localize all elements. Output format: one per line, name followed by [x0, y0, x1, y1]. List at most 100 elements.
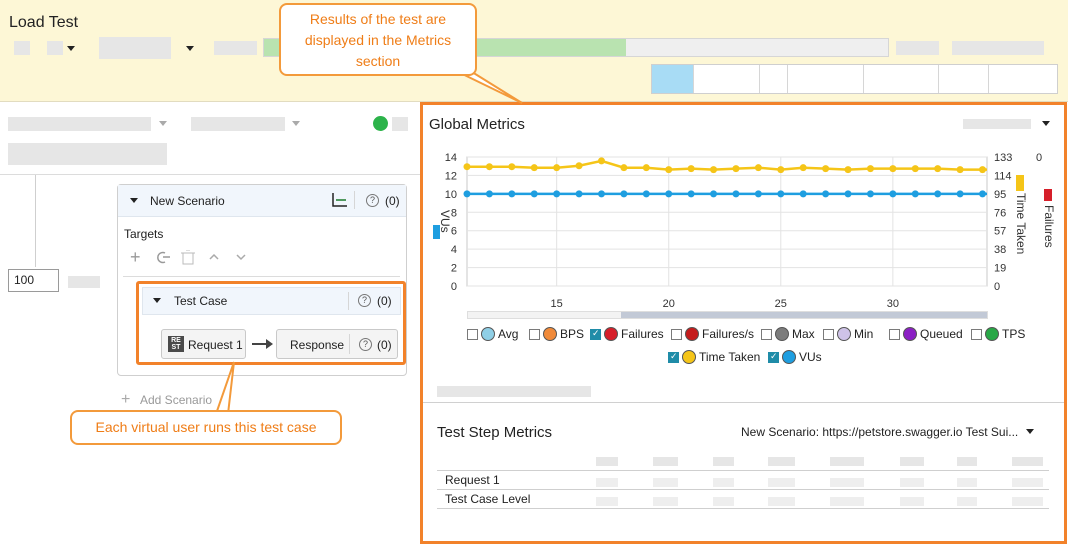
response-step[interactable] — [276, 329, 398, 359]
legend-checkbox[interactable] — [529, 328, 540, 340]
add-existing-icon[interactable] — [155, 250, 171, 265]
data-point-vus — [956, 190, 964, 198]
legend-checkbox[interactable] — [590, 328, 601, 340]
toolbar-button[interactable] — [47, 41, 63, 55]
legend-item[interactable]: VUs — [768, 350, 822, 364]
view-tab[interactable] — [864, 65, 939, 93]
request-label: Request 1 — [188, 338, 243, 352]
chevron-down-icon[interactable] — [292, 121, 300, 126]
chevron-down-icon[interactable] — [1042, 121, 1050, 126]
legend-checkbox[interactable] — [761, 328, 772, 340]
column-header[interactable] — [653, 457, 678, 466]
legend-checkbox[interactable] — [971, 328, 982, 340]
legend-item[interactable]: Max — [761, 327, 815, 341]
vus-count-input[interactable]: 100 — [8, 269, 59, 292]
chevron-down-icon[interactable] — [186, 46, 194, 51]
data-point-vus — [911, 190, 919, 198]
data-point-time-taken — [710, 166, 718, 174]
delete-icon[interactable] — [181, 250, 195, 265]
legend-label: VUs — [799, 350, 822, 364]
view-tab[interactable] — [760, 65, 788, 93]
chart-scrollbar-thumb[interactable] — [621, 312, 987, 318]
column-header[interactable] — [900, 457, 924, 466]
view-tab[interactable] — [939, 65, 989, 93]
column-header[interactable] — [1012, 457, 1043, 466]
view-tab[interactable] — [694, 65, 760, 93]
help-icon[interactable]: ? — [359, 338, 372, 351]
data-point-vus — [530, 190, 538, 198]
distribution-icon[interactable] — [331, 192, 349, 208]
legend-item[interactable]: BPS — [529, 327, 584, 341]
test-case-header[interactable] — [142, 287, 401, 315]
data-point-time-taken — [508, 163, 516, 171]
table-cell — [768, 497, 795, 506]
legend-color-swatch — [543, 327, 557, 341]
legend-item[interactable]: Min — [823, 327, 873, 341]
scenario-selector[interactable] — [8, 117, 151, 131]
add-scenario-link[interactable]: Add Scenario — [140, 393, 213, 407]
legend-color-swatch — [682, 350, 696, 364]
move-up-icon[interactable] — [209, 253, 219, 261]
chevron-down-icon[interactable] — [159, 121, 167, 126]
legend-label: Max — [792, 327, 815, 341]
mode-selector[interactable] — [191, 117, 285, 131]
move-down-icon[interactable] — [236, 253, 246, 261]
legend-checkbox[interactable] — [768, 351, 779, 363]
rest-badge-bottom: ST — [171, 344, 181, 351]
view-tab[interactable] — [652, 65, 694, 93]
collapse-icon[interactable] — [130, 198, 138, 203]
legend-item[interactable]: Failures/s — [671, 327, 754, 341]
legend-item[interactable]: Time Taken — [668, 350, 760, 364]
collapse-icon[interactable] — [153, 298, 161, 303]
add-scenario-icon[interactable]: + — [121, 391, 131, 408]
add-icon[interactable]: + — [130, 247, 141, 267]
data-point-time-taken — [866, 165, 874, 173]
view-tab[interactable] — [989, 65, 1049, 93]
column-header[interactable] — [957, 457, 977, 466]
chart-scrollbar[interactable] — [467, 311, 988, 319]
legend-label: BPS — [560, 327, 585, 341]
y3-axis-label: Failures — [1042, 205, 1055, 248]
legend-item[interactable]: Avg — [467, 327, 518, 341]
scenario-filter-dropdown[interactable]: New Scenario: https://petstore.swagger.i… — [741, 425, 1019, 439]
legend-checkbox[interactable] — [889, 328, 900, 340]
legend-checkbox[interactable] — [671, 328, 682, 340]
legend-checkbox[interactable] — [467, 328, 478, 340]
table-cell — [653, 497, 678, 506]
data-point-time-taken — [844, 166, 852, 174]
column-header[interactable] — [713, 457, 734, 466]
toolbar-dropdown[interactable] — [99, 37, 171, 59]
legend-color-swatch — [837, 327, 851, 341]
table-row[interactable]: Test Case Level — [437, 489, 1049, 509]
data-point-time-taken — [732, 165, 740, 173]
legend-item[interactable]: Queued — [889, 327, 963, 341]
y2-tick-label: 57 — [994, 226, 1006, 238]
help-icon[interactable]: ? — [358, 294, 371, 307]
legend-item[interactable]: TPS — [971, 327, 1025, 341]
view-tab[interactable] — [788, 65, 864, 93]
chevron-down-icon[interactable] — [1026, 429, 1034, 434]
column-header[interactable] — [596, 457, 618, 466]
legend-label: TPS — [1002, 327, 1026, 341]
scenario-header[interactable] — [118, 185, 406, 217]
chevron-down-icon[interactable] — [67, 46, 75, 51]
vus-label — [68, 276, 100, 288]
legend-checkbox[interactable] — [668, 351, 679, 363]
divider — [0, 174, 420, 175]
metrics-range-selector[interactable] — [963, 119, 1031, 129]
table-cell — [957, 497, 977, 506]
table-cell — [900, 497, 924, 506]
table-cell — [713, 478, 734, 487]
table-row[interactable]: Request 1 — [437, 470, 1049, 490]
response-count: (0) — [377, 338, 392, 352]
legend-item[interactable]: Failures — [590, 327, 664, 341]
legend-color-swatch — [985, 327, 999, 341]
column-header[interactable] — [768, 457, 795, 466]
scenario-settings[interactable] — [8, 143, 167, 165]
column-header[interactable] — [830, 457, 864, 466]
data-point-vus — [463, 190, 471, 198]
legend-checkbox[interactable] — [823, 328, 834, 340]
help-icon[interactable]: ? — [366, 194, 379, 207]
test-case-highlight — [136, 281, 406, 365]
toolbar-button[interactable] — [14, 41, 30, 55]
